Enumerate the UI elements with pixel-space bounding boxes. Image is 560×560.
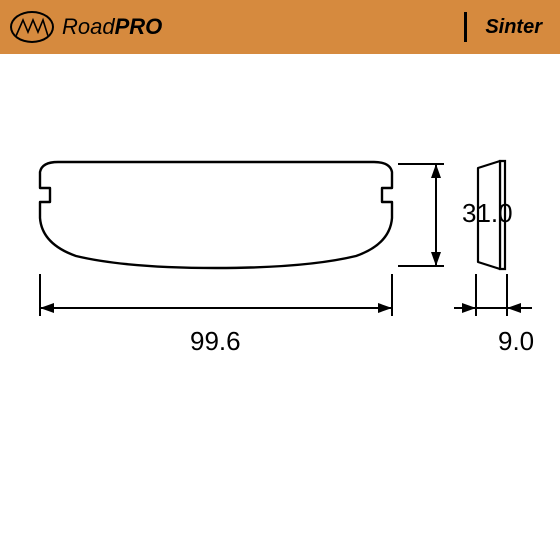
header-divider	[464, 12, 467, 42]
brand-logo-icon	[10, 11, 54, 43]
dimension-width	[36, 272, 396, 332]
technical-drawing: 99.6 31.0 9.0	[0, 54, 560, 560]
brand-prefix: Road	[62, 14, 115, 39]
brake-pad-front-view	[36, 158, 396, 272]
brand-suffix: PRO	[115, 14, 163, 39]
header-right: Sinter	[464, 12, 542, 42]
dimension-height-value: 31.0	[462, 198, 513, 229]
dimension-height	[396, 158, 458, 272]
dimension-thickness-value: 9.0	[498, 326, 534, 357]
brand-block: RoadPRO	[10, 11, 162, 43]
dimension-width-value: 99.6	[190, 326, 241, 357]
header-bar: RoadPRO Sinter	[0, 0, 560, 54]
header-type-label: Sinter	[485, 16, 542, 39]
brand-text: RoadPRO	[62, 14, 162, 40]
dimension-thickness	[454, 272, 544, 332]
